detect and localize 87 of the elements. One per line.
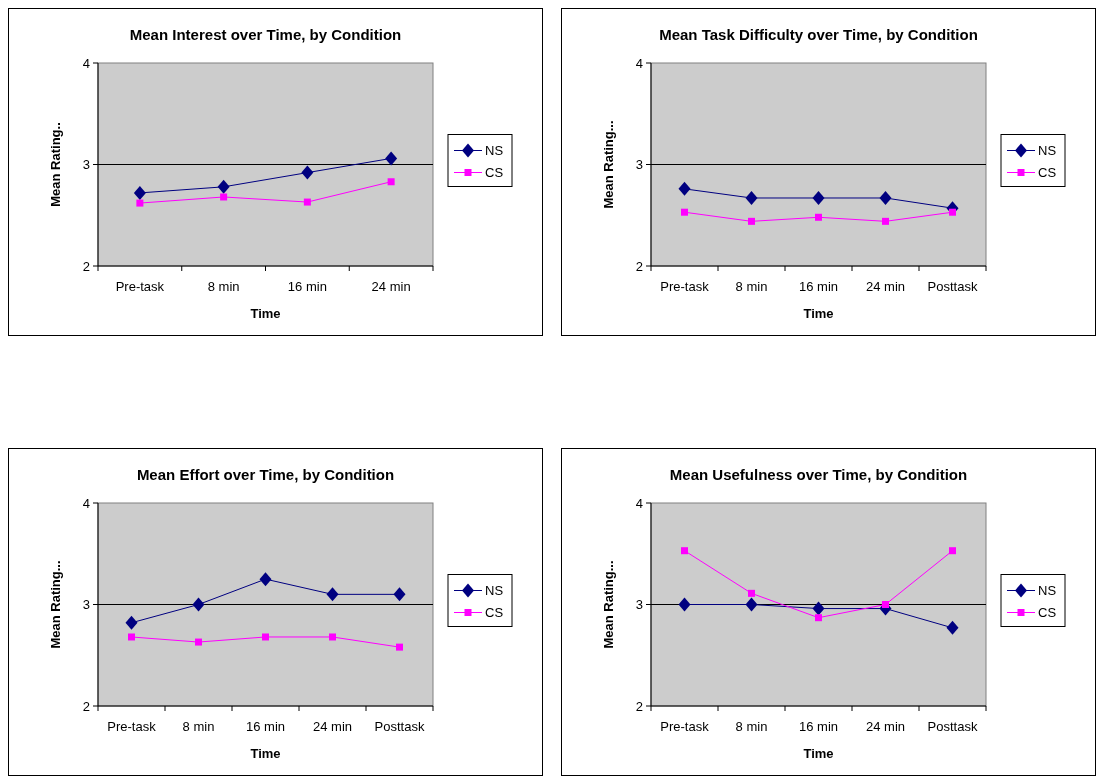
point xyxy=(681,547,688,555)
y-tick-label: 3 xyxy=(82,157,90,173)
point xyxy=(136,199,144,207)
point xyxy=(678,597,691,612)
x-tick-label: Pre-task xyxy=(115,279,165,294)
y-tick-label: 4 xyxy=(82,55,90,71)
point xyxy=(220,193,228,201)
point xyxy=(385,151,398,166)
point xyxy=(329,633,336,641)
point xyxy=(393,587,406,602)
chart-title: Mean Usefulness over Time, by Condition xyxy=(669,466,968,483)
y-tick-label: 3 xyxy=(635,157,643,173)
y-axis-title: Mean Rating.. xyxy=(48,122,63,207)
x-tick-label: 24 min xyxy=(371,279,411,294)
legend-label: CS xyxy=(485,605,504,621)
x-tick-label: Pre-task xyxy=(107,719,157,734)
point xyxy=(815,213,822,221)
point xyxy=(195,638,202,646)
point xyxy=(748,589,755,597)
x-tick-label: 16 min xyxy=(798,279,839,294)
x-tick-label: 24 min xyxy=(865,279,906,294)
x-tick-label: 24 min xyxy=(312,719,353,734)
point xyxy=(303,198,311,206)
point xyxy=(387,178,395,186)
point xyxy=(949,547,956,555)
x-tick-label: 16 min xyxy=(798,719,839,734)
legend-label: CS xyxy=(485,165,504,181)
y-tick-label: 3 xyxy=(635,597,643,613)
chart-title: Mean Task Difficulty over Time, by Condition xyxy=(659,26,978,43)
legend-label: NS xyxy=(485,143,504,159)
y-tick-label: 4 xyxy=(635,55,643,71)
point xyxy=(326,587,339,602)
x-tick-label: 8 min xyxy=(735,719,768,734)
legend-label: NS xyxy=(1038,583,1057,599)
point xyxy=(748,217,755,225)
x-tick-label: Posttask xyxy=(374,719,425,734)
x-axis-title: Time xyxy=(250,746,281,761)
x-tick-label: Posttask xyxy=(927,719,978,734)
point xyxy=(262,633,269,641)
point xyxy=(949,208,956,216)
point xyxy=(745,191,758,205)
x-tick-label: 16 min xyxy=(287,279,327,294)
point xyxy=(217,179,230,194)
point xyxy=(815,614,822,622)
y-axis-title: Mean Rating... xyxy=(601,560,616,649)
y-tick-label: 2 xyxy=(635,258,643,274)
point xyxy=(678,181,691,196)
point xyxy=(133,185,146,200)
y-tick-label: 3 xyxy=(82,597,90,613)
point xyxy=(812,191,825,205)
y-tick-label: 4 xyxy=(635,495,643,511)
x-tick-label: 8 min xyxy=(735,279,768,294)
y-axis-title: Mean Rating... xyxy=(48,560,63,649)
x-tick-label: 8 min xyxy=(182,719,215,734)
x-tick-label: Pre-task xyxy=(660,279,710,294)
legend-label: CS xyxy=(1038,605,1057,621)
chart-title: Mean Effort over Time, by Condition xyxy=(136,466,395,483)
point xyxy=(128,633,135,641)
y-tick-label: 4 xyxy=(82,495,90,511)
legend-label: NS xyxy=(485,583,504,599)
y-tick-label: 2 xyxy=(635,698,643,714)
x-axis-title: Time xyxy=(250,306,281,321)
point xyxy=(125,615,138,630)
point xyxy=(879,191,892,205)
legend-label: NS xyxy=(1038,143,1057,159)
point xyxy=(259,572,272,587)
x-axis-title: Time xyxy=(803,306,834,321)
chart-title: Mean Interest over Time, by Condition xyxy=(129,26,402,43)
point xyxy=(192,597,205,612)
point xyxy=(745,597,758,612)
point xyxy=(396,643,403,651)
x-axis-title: Time xyxy=(803,746,834,761)
point xyxy=(812,601,825,616)
legend-label: CS xyxy=(1038,165,1057,181)
point xyxy=(301,165,314,180)
point xyxy=(681,208,688,216)
x-tick-label: 16 min xyxy=(245,719,286,734)
point xyxy=(946,620,959,635)
x-tick-label: 24 min xyxy=(865,719,906,734)
point xyxy=(882,217,889,225)
point xyxy=(882,601,889,608)
y-axis-title: Mean Rating... xyxy=(601,120,616,209)
x-tick-label: Pre-task xyxy=(660,719,710,734)
x-tick-label: 8 min xyxy=(207,279,240,294)
y-tick-label: 2 xyxy=(82,258,90,274)
y-tick-label: 2 xyxy=(82,698,90,714)
x-tick-label: Posttask xyxy=(927,279,978,294)
